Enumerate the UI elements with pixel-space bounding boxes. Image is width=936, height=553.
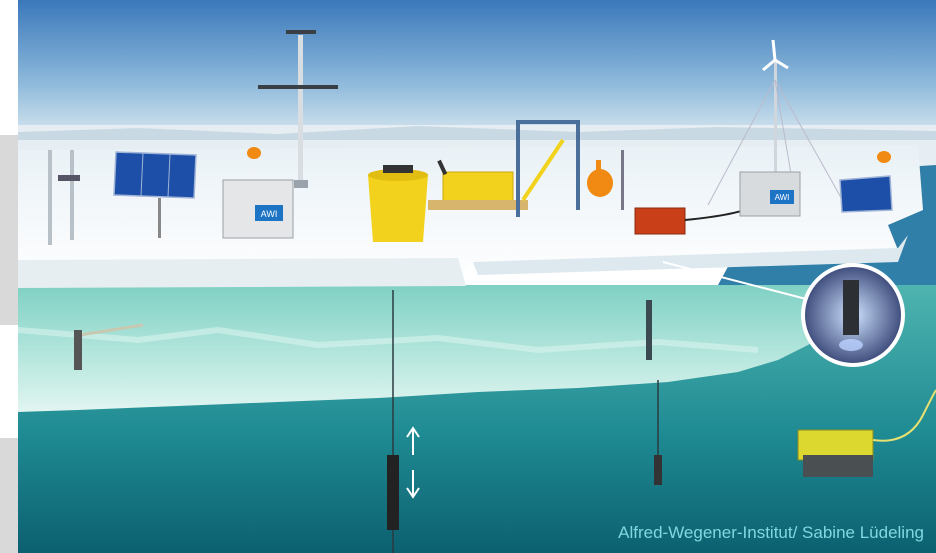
underwater-arm-sensor	[74, 323, 144, 370]
sensor-pole	[621, 150, 624, 210]
awi-box-left: AWI	[222, 179, 294, 239]
orange-buoy-far-left	[247, 147, 261, 159]
solar-panel-left	[113, 151, 197, 238]
observatory-illustration: AWI AW	[18, 0, 936, 553]
inset-pointer-line	[662, 261, 811, 301]
red-box	[634, 207, 686, 235]
magnified-inset	[801, 263, 905, 367]
weather-mast	[258, 30, 338, 188]
ice-floe-underside	[18, 285, 848, 412]
sky	[18, 0, 936, 140]
awi-logo-right: AWI	[775, 193, 790, 202]
yellow-barrel	[368, 165, 428, 242]
solar-panel-right	[839, 175, 893, 213]
orange-buoy-center	[587, 160, 613, 197]
orange-buoy-far-right	[877, 151, 891, 163]
sensor-tripod	[48, 150, 80, 245]
photo-credit: Alfred-Wegener-Institut/ Sabine Lüdeling	[618, 523, 924, 542]
crane-frame	[516, 120, 580, 217]
rov-vehicle	[797, 389, 936, 477]
profiling-sensor	[387, 455, 399, 530]
ice-tether-sensor	[646, 300, 662, 485]
left-panel-strip-top	[0, 135, 18, 325]
up-down-arrows	[406, 426, 420, 499]
awi-logo-left: AWI	[261, 209, 278, 219]
left-panel-strip-bottom	[0, 438, 18, 553]
awi-box-right: AWI	[739, 171, 801, 217]
yellow-crate	[428, 159, 528, 210]
